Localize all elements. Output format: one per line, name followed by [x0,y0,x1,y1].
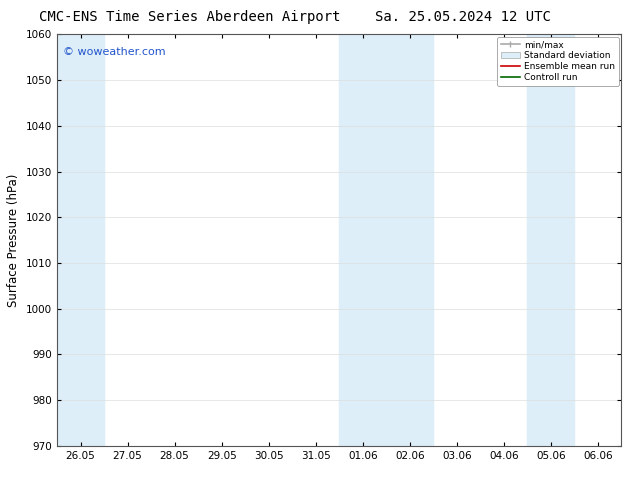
Legend: min/max, Standard deviation, Ensemble mean run, Controll run: min/max, Standard deviation, Ensemble me… [497,37,619,86]
Text: © woweather.com: © woweather.com [63,47,165,57]
Bar [527,34,574,446]
Bar [386,34,433,446]
Text: Sa. 25.05.2024 12 UTC: Sa. 25.05.2024 12 UTC [375,10,551,24]
Bar [339,34,386,446]
Text: CMC-ENS Time Series Aberdeen Airport: CMC-ENS Time Series Aberdeen Airport [39,10,341,24]
Bar [57,34,104,446]
Y-axis label: Surface Pressure (hPa): Surface Pressure (hPa) [8,173,20,307]
